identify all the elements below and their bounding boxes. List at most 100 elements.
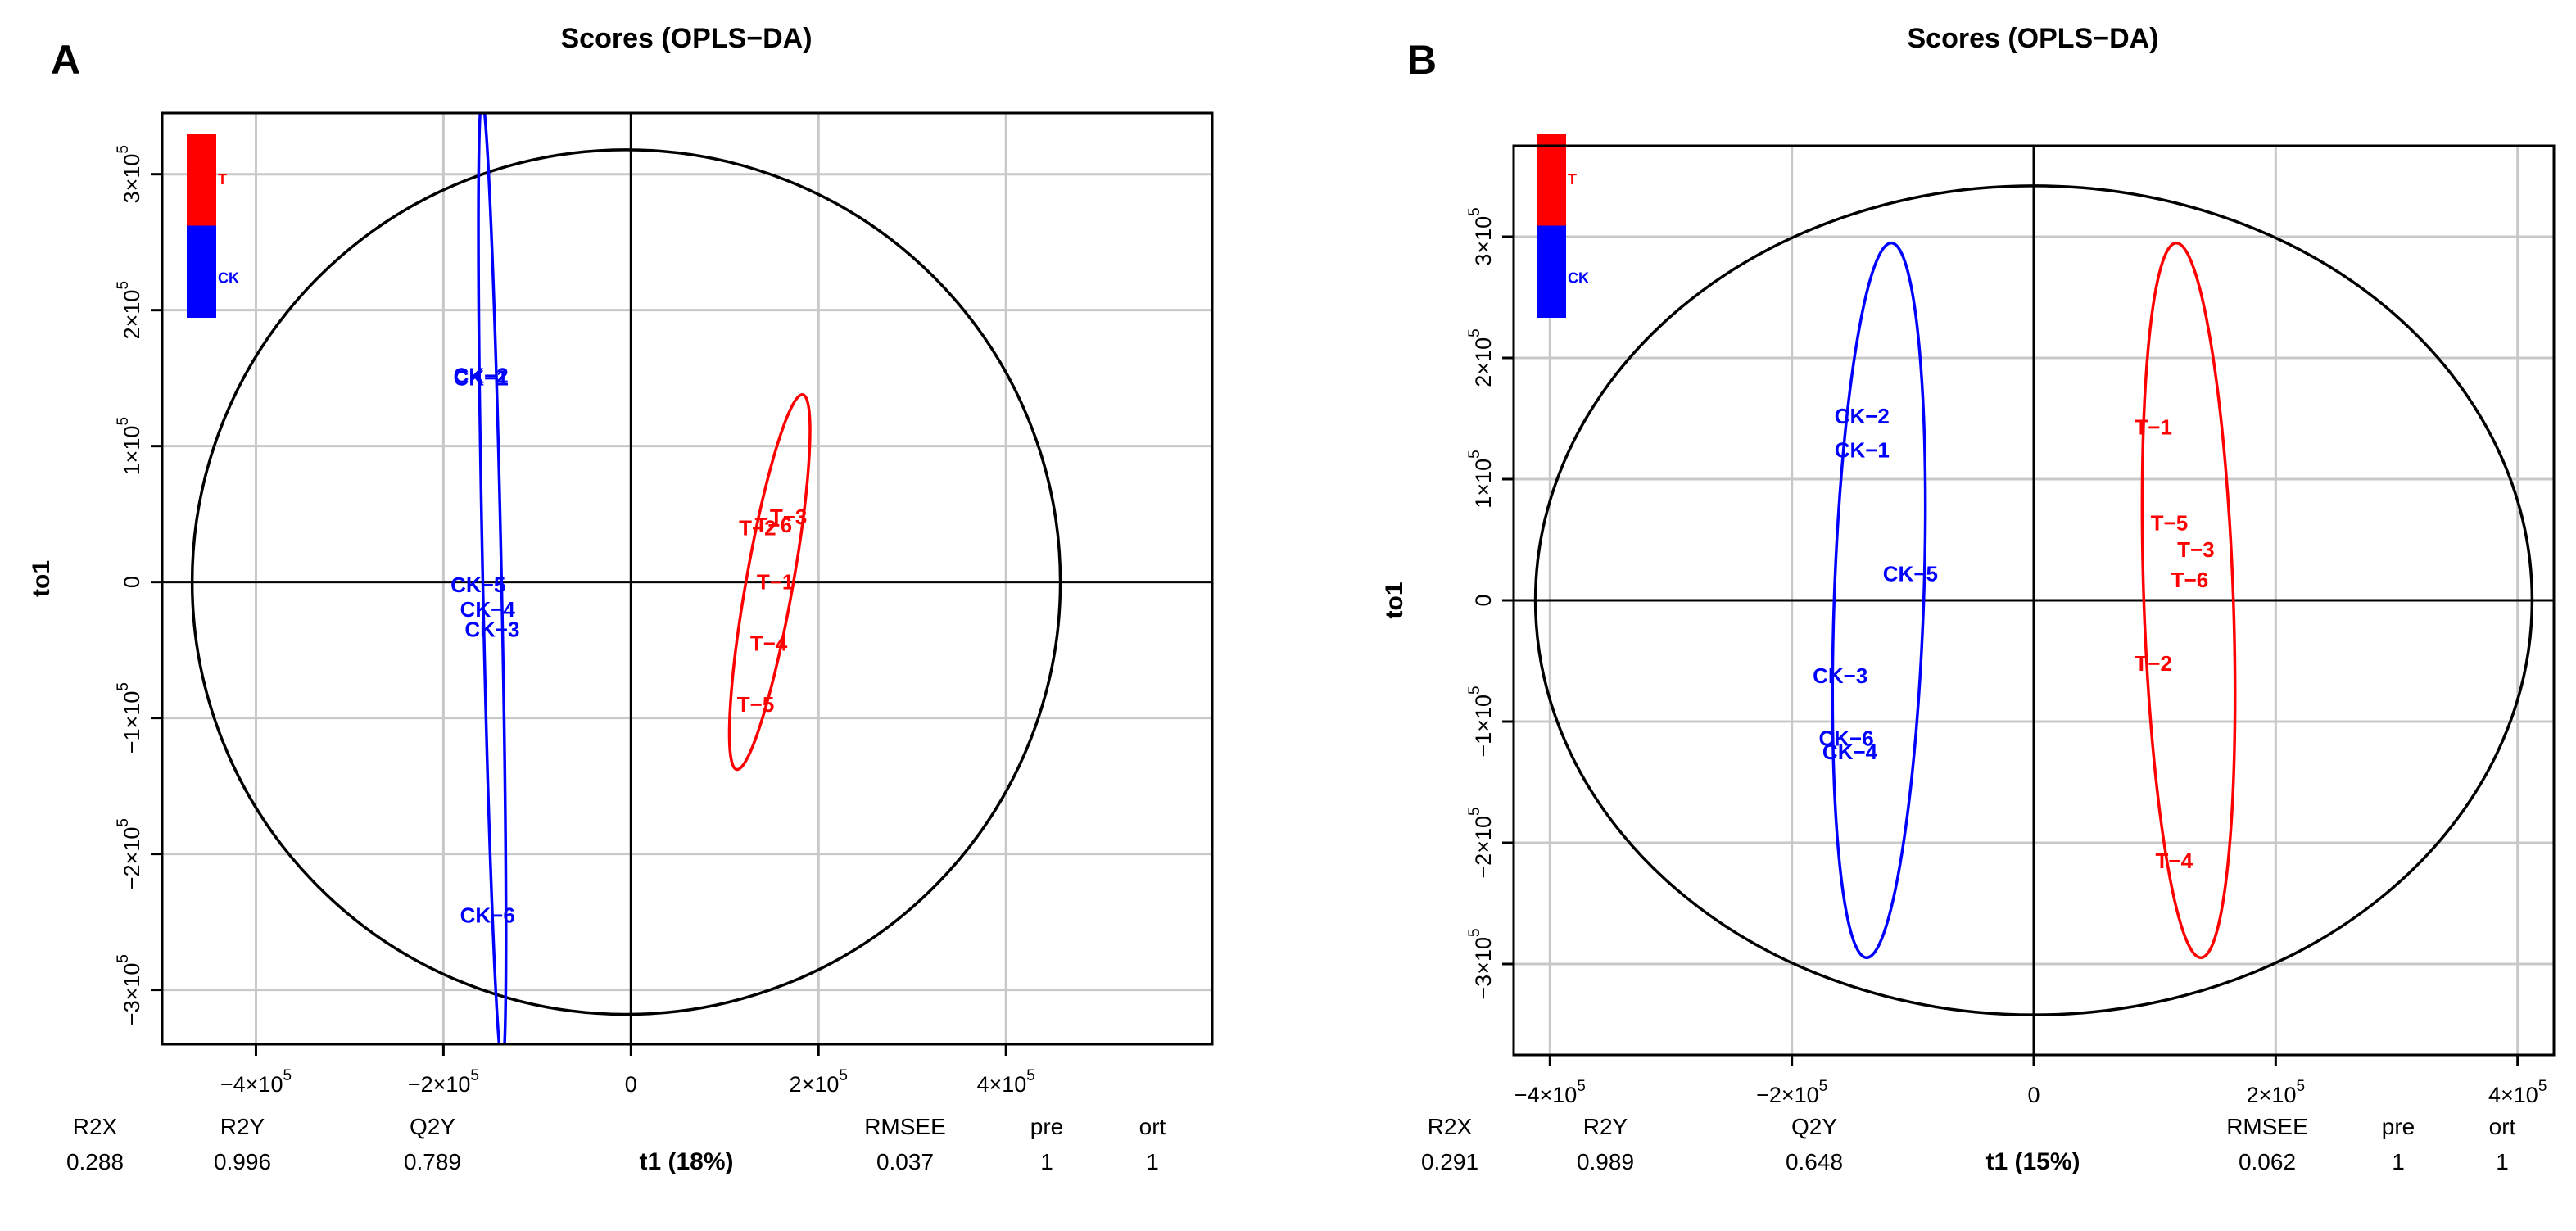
y-tick-label: −1×105 xyxy=(1466,686,1496,757)
x-tick-exponent: 5 xyxy=(2296,1078,2305,1095)
point-label: T−4 xyxy=(750,631,788,655)
x-tick-label: −2×105 xyxy=(408,1067,479,1097)
plot-area: CK−1CK−2 CK−5CK−4CK−3 CK−6 T−3T−2T−6 T−1 T−4 T… xyxy=(162,113,1212,1044)
y-tick-mantissa: 0 xyxy=(120,576,144,588)
x-tick-label: −4×105 xyxy=(1514,1078,1586,1107)
chart-title: Scores (OPLS−DA) xyxy=(560,23,812,54)
legend: T CK xyxy=(187,134,239,318)
x-tick-label: 0 xyxy=(625,1072,637,1097)
y-tick-label: 2×105 xyxy=(1466,328,1496,387)
x-tick-label: 4×105 xyxy=(976,1067,1034,1097)
x-tick-mantissa: 4×10 xyxy=(976,1072,1026,1097)
x-tick-mantissa: 0 xyxy=(625,1072,637,1097)
stat-name: R2Y xyxy=(220,1114,265,1139)
panel-b: B Scores (OPLS−DA)CK−2CK−1CK−5CK−3CK−6CK−… xyxy=(1381,23,2556,1175)
y-tick-exponent: 5 xyxy=(1466,928,1483,937)
legend-swatch-t xyxy=(1537,134,1566,226)
group-ellipse-ck xyxy=(477,113,508,1044)
point-label: CK−5 xyxy=(1883,561,1938,586)
plot-frame xyxy=(161,111,1214,1046)
y-tick-mantissa: 2×10 xyxy=(120,290,144,340)
y-tick-mantissa: −1×10 xyxy=(1471,695,1496,758)
x-tick-mantissa: −2×10 xyxy=(408,1072,471,1097)
y-tick-exponent: 5 xyxy=(115,682,132,691)
point-label: CK−3 xyxy=(1813,663,1867,688)
hotelling-ellipse xyxy=(1533,184,2534,1016)
chart-title: Scores (OPLS−DA) xyxy=(1907,23,2158,54)
point-label: CK−1 xyxy=(454,366,509,391)
stat-name: ort xyxy=(1139,1114,1166,1139)
stat-value: 1 xyxy=(2392,1149,2405,1174)
x-tick-mantissa: 0 xyxy=(2027,1083,2040,1107)
stat-name: pre xyxy=(1030,1114,1063,1139)
stat-name: R2X xyxy=(73,1114,118,1139)
stat-value: 1 xyxy=(2496,1149,2509,1174)
x-tick-label: 2×105 xyxy=(790,1067,848,1097)
x-axis-label: t1 (15%) xyxy=(1985,1148,2080,1175)
y-tick-mantissa: 3×10 xyxy=(1471,216,1496,266)
y-tick-exponent: 5 xyxy=(115,417,132,426)
y-tick-label: 3×105 xyxy=(1466,207,1496,265)
y-tick-label: 1×105 xyxy=(1466,450,1496,508)
x-tick-mantissa: 2×10 xyxy=(790,1072,840,1097)
y-tick-mantissa: 1×10 xyxy=(1471,459,1496,509)
panel-letter: A xyxy=(51,37,80,83)
point-label: T−5 xyxy=(737,692,775,717)
y-tick-exponent: 5 xyxy=(1466,686,1483,695)
plot-area: CK−2 CK−1 CK−5 CK−3 CK−6CK−4 T−1 T−5T−3 T−6 T−2 T… xyxy=(1514,146,2554,1055)
stat-value: 0.996 xyxy=(214,1149,271,1174)
y-tick-mantissa: −3×10 xyxy=(1471,937,1496,1000)
x-tick-exponent: 5 xyxy=(2538,1078,2547,1095)
y-tick-label: 0 xyxy=(1471,594,1496,606)
y-tick-mantissa: −2×10 xyxy=(1471,816,1496,879)
y-tick-exponent: 5 xyxy=(115,281,132,290)
y-axis-label: to1 xyxy=(28,560,55,597)
point-label: T−6 xyxy=(755,513,793,537)
stat-name: Q2Y xyxy=(410,1114,455,1139)
legend: T CK xyxy=(1537,134,1589,318)
group-ellipse-t xyxy=(2140,241,2237,960)
stat-value: 0.037 xyxy=(876,1149,934,1174)
stat-name: pre xyxy=(2382,1114,2415,1139)
stat-name: R2X xyxy=(1428,1114,1473,1139)
y-tick-mantissa: 1×10 xyxy=(120,426,144,476)
y-tick-mantissa: 2×10 xyxy=(1471,337,1496,387)
panel-a: A Scores (OPLS−DA)CK−1CK−2CK−5CK−4CK−3CK−… xyxy=(28,23,1214,1175)
stat-name: RMSEE xyxy=(864,1114,946,1139)
x-tick-mantissa: −2×10 xyxy=(1756,1083,1819,1107)
point-label: CK−4 xyxy=(1822,740,1878,764)
x-tick-label: 0 xyxy=(2027,1083,2040,1107)
group-ellipse-ck xyxy=(1831,241,1927,960)
point-label: CK−2 xyxy=(1835,404,1890,428)
stat-value: 0.648 xyxy=(1786,1149,1843,1174)
stat-value: 0.291 xyxy=(1421,1149,1478,1174)
x-tick-label: 4×105 xyxy=(2488,1078,2547,1107)
point-label: T−3 xyxy=(770,505,808,529)
y-tick-exponent: 5 xyxy=(115,818,132,827)
point-label: CK−6 xyxy=(460,903,515,927)
point-label: CK−3 xyxy=(464,618,519,642)
point-label: T−6 xyxy=(2171,568,2209,592)
panel-letter: B xyxy=(1407,37,1437,83)
x-tick-exponent: 5 xyxy=(1819,1078,1828,1095)
x-tick-exponent: 5 xyxy=(839,1067,848,1084)
hotelling-ellipse xyxy=(190,148,1062,1016)
point-label: CK−1 xyxy=(1835,437,1890,462)
x-tick-mantissa: −4×10 xyxy=(220,1072,283,1097)
point-label: T−1 xyxy=(2135,414,2172,439)
point-label: T−2 xyxy=(739,515,776,540)
x-tick-label: −4×105 xyxy=(220,1067,292,1097)
y-tick-label: −2×105 xyxy=(1466,807,1496,878)
stat-name: R2Y xyxy=(1583,1114,1628,1139)
y-tick-exponent: 5 xyxy=(115,145,132,154)
y-axis-label: to1 xyxy=(1381,582,1408,619)
stat-value: 0.989 xyxy=(1577,1149,1634,1174)
point-label: T−4 xyxy=(2156,849,2193,873)
y-tick-exponent: 5 xyxy=(1466,450,1483,459)
y-tick-label: −2×105 xyxy=(115,818,144,889)
legend-label: T xyxy=(218,171,227,188)
point-label: CK−5 xyxy=(450,573,505,597)
legend-label: T xyxy=(1568,171,1577,188)
legend-swatch-ck xyxy=(1537,225,1566,318)
